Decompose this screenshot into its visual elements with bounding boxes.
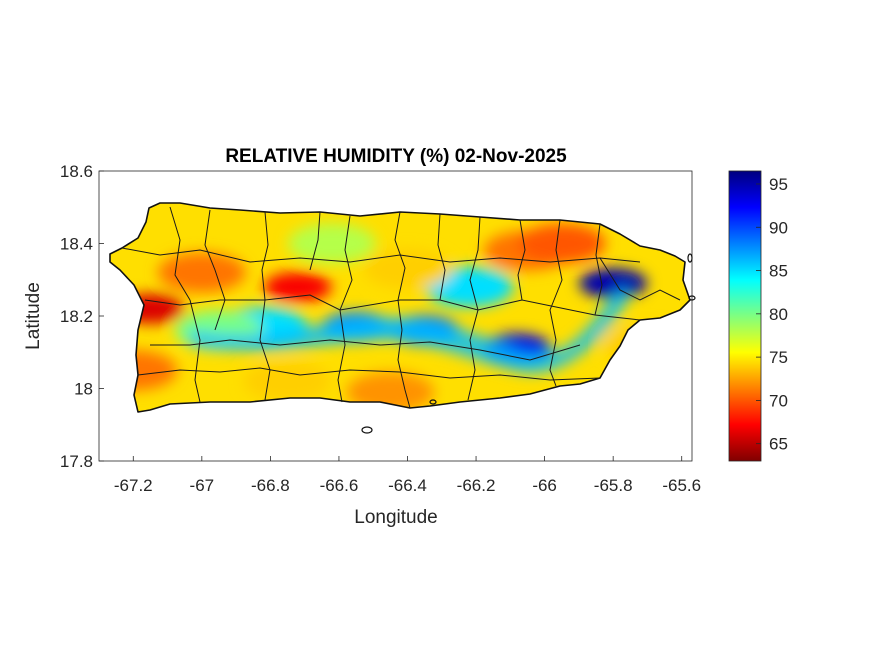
x-tick-label: -66.4 — [388, 476, 427, 495]
municipality-border — [150, 339, 581, 361]
municipality-border — [169, 206, 191, 301]
humidity-cell — [517, 223, 606, 264]
islet — [687, 253, 693, 263]
y-axis-label: Latitude — [23, 282, 44, 350]
islet — [688, 295, 696, 301]
y-axis: 17.8 18 18.2 18.4 18.6 — [60, 162, 104, 471]
chart-title: RELATIVE HUMIDITY (%) 02-Nov-2025 — [225, 146, 567, 167]
humidity-cell — [579, 268, 648, 299]
municipality-border — [204, 209, 226, 331]
municipality-border — [549, 219, 563, 341]
colorbar-tick-label: 80 — [769, 305, 788, 324]
islet — [361, 426, 373, 434]
y-tick-label: 18.6 — [60, 162, 93, 181]
municipality-border — [467, 339, 476, 401]
x-axis: -67.2 -67 -66.8 -66.6 -66.4 -66.2 -66 -65.8 -65.… — [114, 456, 701, 495]
municipality-border — [189, 299, 201, 403]
y-tick-label: 18.2 — [60, 307, 93, 326]
colorbar-tick-label: 70 — [769, 391, 788, 410]
x-tick-label: -67.2 — [114, 476, 153, 495]
municipality-border — [437, 213, 446, 301]
colorbar-tick-label: 75 — [769, 348, 788, 367]
humidity-cell — [243, 361, 332, 402]
colorbar — [728, 170, 762, 462]
municipality-border — [394, 211, 406, 331]
municipality-border — [137, 367, 601, 381]
humidity-cell — [157, 252, 246, 293]
municipality-border — [337, 309, 346, 403]
municipality-border — [469, 216, 481, 341]
x-tick-label: -66 — [532, 476, 557, 495]
x-tick-label: -66.8 — [251, 476, 290, 495]
municipality-border — [261, 211, 269, 301]
municipality-border — [397, 329, 411, 409]
x-tick-label: -66.2 — [457, 476, 496, 495]
humidity-cell — [263, 272, 332, 302]
x-tick-label: -67 — [190, 476, 215, 495]
x-axis-label: Longitude — [354, 507, 437, 528]
colorbar-ticks: 65 70 75 80 85 90 95 — [756, 175, 788, 454]
offshore-islets — [361, 253, 696, 434]
municipality-border — [259, 299, 271, 401]
municipality-border — [594, 223, 603, 316]
islet — [429, 399, 437, 405]
colorbar-tick-label: 90 — [769, 218, 788, 237]
municipality-border — [121, 247, 641, 263]
humidity-cell — [288, 223, 377, 264]
humidity-cell — [363, 248, 452, 289]
municipality-border — [599, 257, 681, 301]
island-outline — [109, 202, 691, 413]
municipality-border — [549, 339, 557, 387]
x-tick-label: -65.6 — [662, 476, 701, 495]
y-tick-label: 17.8 — [60, 452, 93, 471]
colorbar-tick-label: 65 — [769, 435, 788, 454]
x-tick-label: -66.6 — [320, 476, 359, 495]
y-tick-label: 18 — [74, 380, 93, 399]
municipality-border — [339, 215, 353, 311]
colorbar-tick-label: 85 — [769, 262, 788, 281]
colorbar-tick-label: 95 — [769, 175, 788, 194]
municipality-border — [144, 294, 641, 321]
x-tick-label: -65.8 — [594, 476, 633, 495]
humid-central-corridor — [190, 285, 628, 374]
municipality-borders — [121, 206, 681, 409]
y-tick-label: 18.4 — [60, 235, 93, 254]
municipality-border — [517, 219, 526, 301]
municipality-border — [309, 211, 321, 271]
